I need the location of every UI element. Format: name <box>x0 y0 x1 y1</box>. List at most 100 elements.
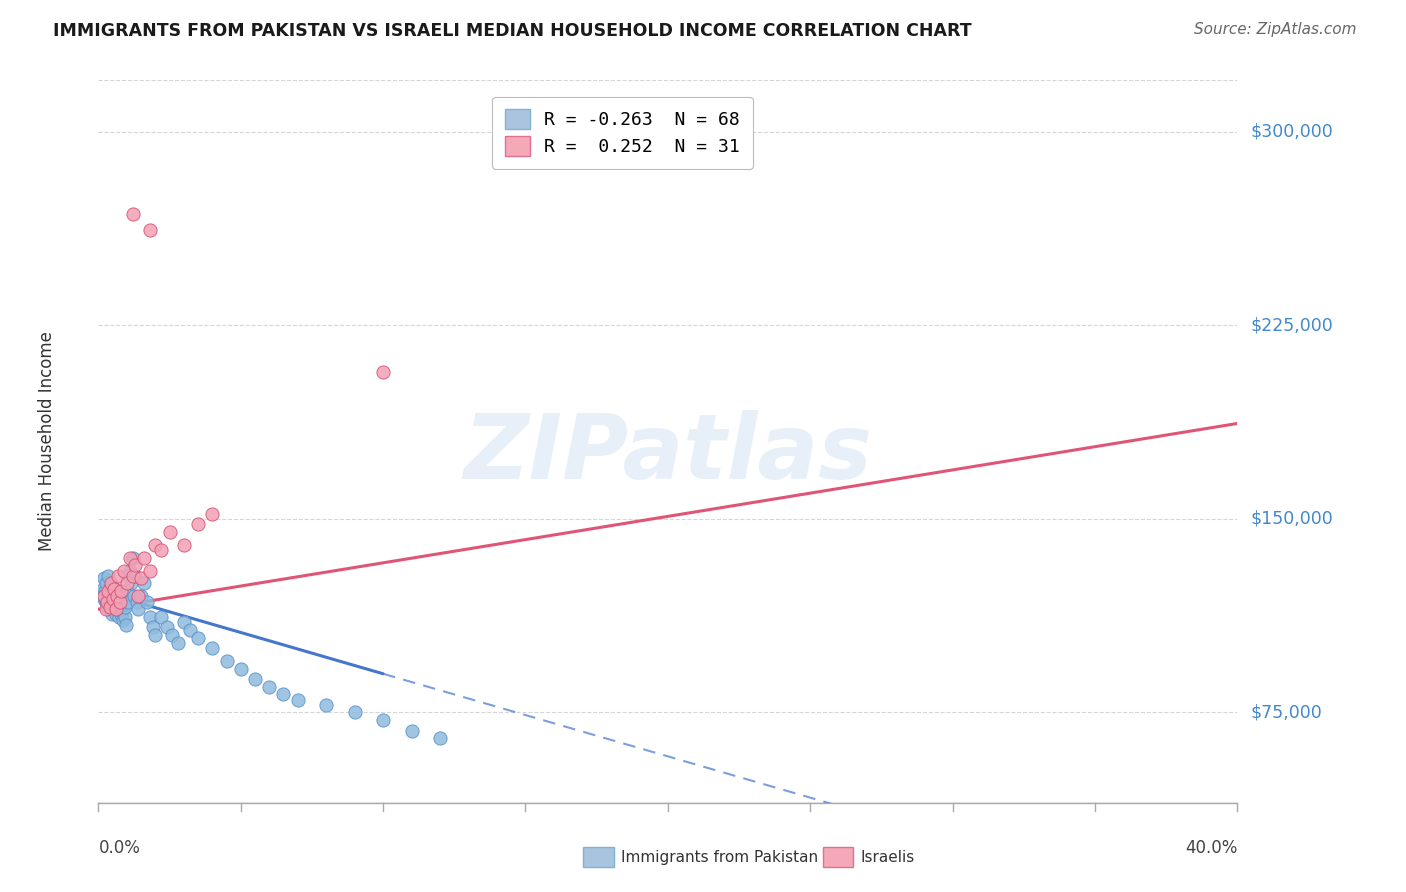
Point <box>145 628 167 642</box>
Text: 40.0%: 40.0% <box>1185 838 1237 857</box>
Point <box>124 558 146 573</box>
Point <box>108 610 131 624</box>
Point <box>121 550 143 565</box>
Point <box>112 564 135 578</box>
Point <box>215 654 238 668</box>
Point <box>103 599 125 614</box>
Point <box>150 610 173 624</box>
Point <box>173 615 195 630</box>
Point <box>103 584 125 599</box>
Point <box>201 640 224 655</box>
Text: $300,000: $300,000 <box>1251 123 1334 141</box>
Point <box>100 576 122 591</box>
Point <box>401 723 423 738</box>
Point <box>98 599 121 614</box>
Point <box>91 582 114 596</box>
Point <box>287 692 309 706</box>
Point <box>259 680 281 694</box>
Point <box>101 591 124 606</box>
Point <box>101 591 124 606</box>
Point <box>97 584 120 599</box>
Point <box>110 584 132 599</box>
Point <box>141 620 163 634</box>
Point <box>98 590 121 604</box>
Point <box>98 602 121 616</box>
Text: Median Household Income: Median Household Income <box>38 332 56 551</box>
Point <box>100 597 122 611</box>
Point <box>125 594 148 608</box>
Point <box>114 599 136 614</box>
Text: Immigrants from Pakistan: Immigrants from Pakistan <box>621 850 818 864</box>
Text: $225,000: $225,000 <box>1251 317 1334 334</box>
Point <box>94 602 117 616</box>
Point <box>96 587 118 601</box>
Point <box>243 672 266 686</box>
Legend: R = -0.263  N = 68, R =  0.252  N = 31: R = -0.263 N = 68, R = 0.252 N = 31 <box>492 96 752 169</box>
Point <box>104 607 127 622</box>
Point <box>103 582 125 596</box>
Point <box>111 602 134 616</box>
Point <box>145 538 167 552</box>
Point <box>117 594 139 608</box>
Point <box>101 607 124 622</box>
Point <box>115 584 138 599</box>
Point <box>132 550 155 565</box>
Text: Source: ZipAtlas.com: Source: ZipAtlas.com <box>1194 22 1357 37</box>
Point <box>371 365 394 379</box>
Point <box>104 590 127 604</box>
Point <box>132 576 155 591</box>
Point <box>124 568 146 582</box>
Text: $150,000: $150,000 <box>1251 510 1334 528</box>
Point <box>201 507 224 521</box>
Point <box>121 207 143 221</box>
Point <box>150 542 173 557</box>
Point <box>107 568 129 582</box>
Point <box>107 594 129 608</box>
Point <box>121 568 143 582</box>
Point <box>371 713 394 727</box>
Point <box>187 517 209 532</box>
Point <box>96 576 118 591</box>
Point <box>100 579 122 593</box>
Point <box>127 590 149 604</box>
Point <box>129 590 152 604</box>
Point <box>129 571 152 585</box>
Point <box>127 602 149 616</box>
Text: IMMIGRANTS FROM PAKISTAN VS ISRAELI MEDIAN HOUSEHOLD INCOME CORRELATION CHART: IMMIGRANTS FROM PAKISTAN VS ISRAELI MEDI… <box>53 22 972 40</box>
Point <box>112 594 135 608</box>
Point <box>115 617 138 632</box>
Point <box>94 594 117 608</box>
Point <box>111 591 134 606</box>
Point <box>93 590 115 604</box>
Point <box>110 607 132 622</box>
Point <box>179 623 201 637</box>
Point <box>138 564 160 578</box>
Point <box>105 602 128 616</box>
Point <box>273 687 295 701</box>
Point <box>122 590 145 604</box>
Text: Israelis: Israelis <box>860 850 915 864</box>
Point <box>96 599 118 614</box>
Point <box>138 610 160 624</box>
Point <box>173 538 195 552</box>
Point <box>135 594 157 608</box>
Text: $75,000: $75,000 <box>1251 704 1323 722</box>
Point <box>315 698 337 712</box>
Point <box>187 631 209 645</box>
Point <box>162 628 184 642</box>
Point <box>159 524 181 539</box>
Point <box>93 591 115 606</box>
Point <box>112 613 135 627</box>
Point <box>93 584 115 599</box>
Point <box>429 731 451 746</box>
Point <box>110 599 132 614</box>
Point <box>115 576 138 591</box>
Point <box>229 662 252 676</box>
Point <box>93 571 115 585</box>
Point <box>118 550 141 565</box>
Point <box>104 602 127 616</box>
Point <box>108 590 131 604</box>
Point <box>138 223 160 237</box>
Point <box>105 594 128 608</box>
Point <box>343 706 366 720</box>
